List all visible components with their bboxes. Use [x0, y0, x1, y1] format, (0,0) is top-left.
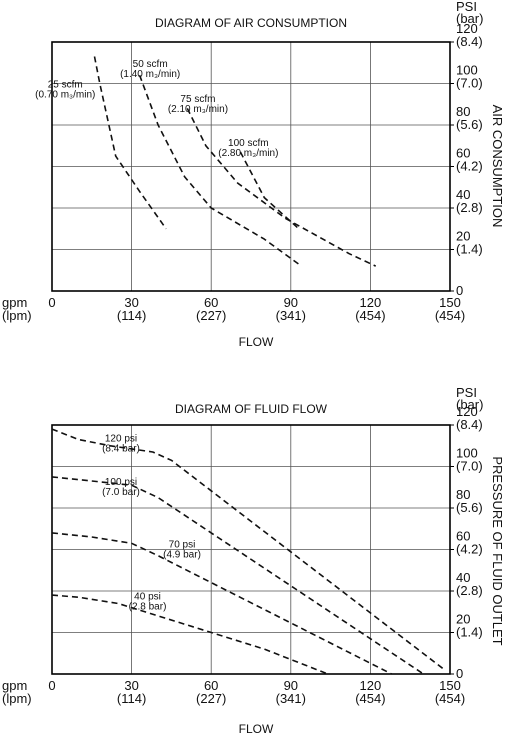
chart-title: DIAGRAM OF FLUID FLOW	[175, 402, 328, 416]
series-label: 40 psi	[134, 591, 161, 602]
x-tick-sub-label: (454)	[435, 691, 465, 706]
y-tick-sub-label: (1.4)	[456, 625, 483, 640]
x-tick-sub-label: (114)	[117, 308, 146, 323]
x-tick-label: 30	[124, 295, 138, 310]
x-axis-title: FLOW	[239, 722, 274, 736]
series-label: 100 psi	[105, 477, 137, 488]
y-tick-label: 80	[456, 104, 470, 119]
y-tick-sub-label: (7.0)	[456, 76, 483, 91]
x-tick-label: 0	[48, 295, 55, 310]
x-tick-sub-label: (341)	[276, 691, 306, 706]
series-line-4	[51, 594, 329, 675]
x-tick-sub-label: (341)	[276, 308, 306, 323]
x-tick-sub-label: (454)	[355, 691, 385, 706]
y-tick-sub-label: (8.4)	[456, 34, 483, 49]
x-unit-sub-label: (lpm)	[2, 691, 32, 706]
series-label: 25 scfm	[48, 80, 83, 91]
series-sub-label: (2.10 m₃/min)	[168, 104, 228, 115]
y-unit-label: PSI	[456, 0, 477, 14]
y-tick-sub-label: (2.8)	[456, 583, 483, 598]
y-tick-label: 120	[456, 404, 478, 419]
series-sub-label: (1.40 m₃/min)	[120, 69, 180, 80]
x-tick-sub-label: (227)	[196, 308, 226, 323]
series-sub-label: (8.4 bar)	[102, 444, 140, 455]
y-tick-label: 20	[456, 229, 470, 244]
y-tick-label: 0	[456, 666, 463, 681]
series-line-4	[239, 151, 300, 230]
x-tick-label: 150	[439, 678, 461, 693]
y-tick-label: 40	[456, 187, 470, 202]
y-tick-sub-label: (4.2)	[456, 542, 483, 557]
y-tick-label: 100	[456, 63, 478, 78]
y-axis-title: AIR CONSUMPTION	[490, 105, 505, 228]
series-sub-label: (0.70 m₃/min)	[35, 90, 95, 101]
y-unit-label: PSI	[456, 385, 477, 400]
series-line-3	[51, 532, 392, 675]
x-tick-sub-label: (114)	[117, 691, 146, 706]
y-tick-label: 60	[456, 146, 470, 161]
y-tick-label: 120	[456, 21, 478, 36]
series-line-1	[93, 56, 167, 230]
y-tick-sub-label: (7.0)	[456, 459, 483, 474]
x-tick-label: 90	[284, 295, 298, 310]
y-tick-label: 80	[456, 487, 470, 502]
y-tick-sub-label: (4.2)	[456, 159, 483, 174]
x-tick-label: 150	[439, 295, 461, 310]
x-axis-title: FLOW	[239, 335, 274, 349]
series-line-2	[138, 74, 302, 267]
y-tick-sub-label: (5.6)	[456, 117, 483, 132]
series-label: 100 scfm	[228, 138, 269, 149]
y-tick-sub-label: (8.4)	[456, 417, 483, 432]
y-axis-title: PRESSURE OF FLUID OUTLET	[490, 456, 505, 645]
x-tick-label: 60	[204, 295, 218, 310]
chart-title: DIAGRAM OF AIR CONSUMPTION	[155, 16, 347, 30]
x-unit-label: gpm	[2, 678, 27, 693]
y-tick-label: 40	[456, 570, 470, 585]
series-sub-label: (2.8 bar)	[129, 601, 167, 612]
y-tick-label: 0	[456, 283, 463, 298]
y-tick-label: 100	[456, 446, 478, 461]
x-tick-sub-label: (227)	[196, 691, 226, 706]
series-line-2	[51, 476, 424, 675]
x-unit-label: gpm	[2, 295, 27, 310]
y-unit-sub-label: (bar)	[456, 397, 483, 412]
y-unit-sub-label: (bar)	[456, 11, 483, 26]
x-tick-label: 30	[124, 678, 138, 693]
series-sub-label: (4.9 bar)	[163, 549, 201, 560]
series-sub-label: (7.0 bar)	[102, 487, 140, 498]
series-label: 75 scfm	[180, 94, 215, 105]
series-label: 120 psi	[105, 434, 137, 445]
x-tick-label: 60	[204, 678, 218, 693]
x-tick-sub-label: (454)	[355, 308, 385, 323]
y-tick-sub-label: (5.6)	[456, 500, 483, 515]
series-sub-label: (2.80 m₃/min)	[218, 148, 278, 159]
x-unit-sub-label: (lpm)	[2, 308, 32, 323]
y-tick-label: 60	[456, 529, 470, 544]
x-tick-sub-label: (454)	[435, 308, 465, 323]
series-line-1	[51, 428, 446, 671]
y-tick-label: 20	[456, 612, 470, 627]
x-tick-label: 90	[284, 678, 298, 693]
series-line-3	[186, 108, 377, 267]
x-tick-label: 120	[360, 678, 382, 693]
x-tick-label: 120	[360, 295, 382, 310]
series-label: 70 psi	[169, 539, 196, 550]
y-tick-sub-label: (2.8)	[456, 200, 483, 215]
y-tick-sub-label: (1.4)	[456, 242, 483, 257]
series-label: 50 scfm	[133, 59, 168, 70]
x-tick-label: 0	[48, 678, 55, 693]
